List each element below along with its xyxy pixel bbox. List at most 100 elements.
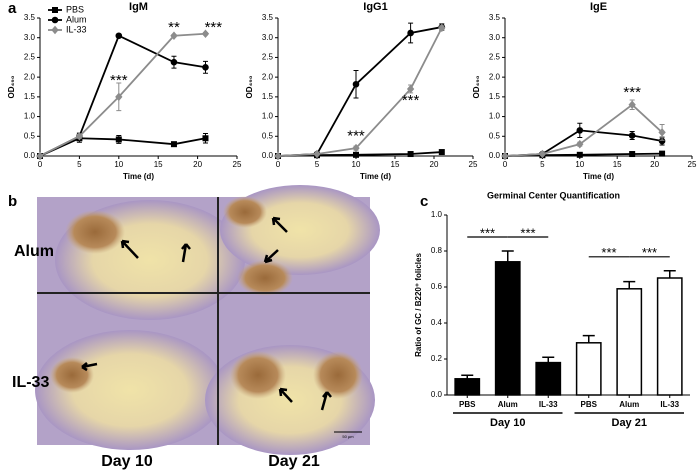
annotation: *** (347, 127, 365, 144)
x-tick-label: 25 (688, 160, 697, 169)
x-tick-label: 5 (77, 160, 82, 169)
x-tick-label: 0 (276, 160, 281, 169)
chart-title: IgG1 (363, 1, 387, 13)
y-tick-label: 0.2 (431, 354, 443, 363)
y-tick-label: 1.5 (262, 92, 274, 101)
y-tick-label: 1.0 (431, 210, 443, 219)
error-bar (501, 250, 514, 262)
x-tick-label: 25 (233, 160, 242, 169)
marker (115, 92, 123, 102)
panel-label: b (8, 193, 17, 210)
y-tick-label: 0.4 (431, 318, 443, 327)
annotation: ** (168, 19, 180, 36)
x-axis-label: Time (d) (583, 172, 614, 181)
germinal-center (237, 260, 293, 296)
marker (352, 143, 360, 153)
bar (454, 378, 481, 396)
error-bar (663, 270, 676, 278)
chart-title: Germinal Center Quantification (487, 190, 620, 200)
x-tick-label: 5 (540, 160, 545, 169)
legend-label: PBS (66, 4, 84, 14)
chart-title: IgE (590, 1, 607, 13)
x-tick-label: 15 (154, 160, 163, 169)
significance-label: *** (480, 225, 495, 240)
series-line (39, 137, 206, 157)
y-tick-label: 0.8 (431, 246, 443, 255)
legend-label: Alum (66, 14, 87, 24)
y-tick-label: 2.5 (489, 53, 501, 62)
marker (115, 32, 123, 40)
column-label: Day 10 (101, 453, 153, 470)
y-tick-label: 2.5 (24, 53, 36, 62)
x-tick-label: IL-33 (660, 400, 679, 409)
y-tick-label: 1.0 (489, 112, 501, 121)
y-tick-label: 1.0 (262, 112, 274, 121)
y-tick-label: 0.0 (431, 390, 443, 399)
x-tick-label: PBS (459, 400, 476, 409)
series-line (39, 34, 206, 157)
marker (406, 84, 415, 94)
x-tick-label: 20 (193, 160, 202, 169)
panel-label: a (8, 0, 17, 17)
marker (170, 141, 177, 148)
y-tick-label: 3.5 (489, 13, 501, 22)
scale-bar-label: 50 µm (342, 434, 354, 439)
germinal-center (223, 196, 267, 228)
x-tick-label: IL-33 (539, 400, 558, 409)
germinal-center (65, 210, 125, 254)
annotation: *** (623, 84, 641, 101)
group-label: Day 10 (490, 417, 525, 429)
marker (51, 25, 59, 35)
marker (628, 132, 636, 139)
x-axis-label: Time (d) (123, 172, 154, 181)
marker (576, 139, 584, 149)
arrow (120, 239, 139, 259)
y-tick-label: 3.0 (262, 33, 274, 42)
y-axis-label: OD₄₉₀ (7, 75, 16, 98)
x-tick-label: 10 (114, 160, 123, 169)
y-axis-label: Ratio of GC / B220⁺ folicles (414, 253, 423, 357)
arrow (181, 243, 191, 263)
marker (576, 151, 583, 158)
y-tick-label: 1.5 (24, 92, 36, 101)
x-tick-label: 20 (430, 160, 439, 169)
x-tick-label: 0 (38, 160, 43, 169)
y-tick-label: 0.0 (24, 151, 36, 160)
marker (75, 132, 84, 141)
germinal-center (313, 351, 363, 399)
x-tick-label: 25 (469, 160, 478, 169)
y-tick-label: 3.5 (24, 13, 36, 22)
y-tick-label: 2.0 (24, 72, 36, 81)
y-tick-label: 3.5 (262, 13, 274, 22)
marker (313, 149, 321, 159)
row-label: IL-33 (12, 374, 49, 391)
x-tick-label: 15 (391, 160, 400, 169)
annotation: *** (205, 19, 223, 36)
x-tick-label: PBS (581, 400, 598, 409)
bar (494, 261, 521, 396)
marker (202, 135, 209, 142)
arrow (320, 391, 332, 411)
significance-label: *** (601, 245, 616, 260)
marker (36, 151, 44, 161)
x-tick-label: Alum (619, 400, 639, 409)
x-tick-label: 10 (352, 160, 361, 169)
marker (170, 58, 178, 66)
marker (407, 151, 414, 158)
arrow (263, 249, 279, 264)
x-tick-label: 20 (650, 160, 659, 169)
y-tick-label: 3.0 (24, 33, 36, 42)
y-tick-label: 0.5 (489, 131, 501, 140)
marker (658, 128, 666, 137)
series-line (504, 129, 663, 157)
y-tick-label: 0.6 (431, 282, 443, 291)
marker (201, 29, 210, 39)
x-tick-label: 5 (315, 160, 320, 169)
y-tick-label: 1.0 (24, 112, 36, 121)
series-line (39, 32, 206, 157)
bar (535, 361, 562, 396)
marker (501, 151, 509, 161)
row-label: Alum (14, 243, 54, 260)
marker (170, 31, 178, 41)
